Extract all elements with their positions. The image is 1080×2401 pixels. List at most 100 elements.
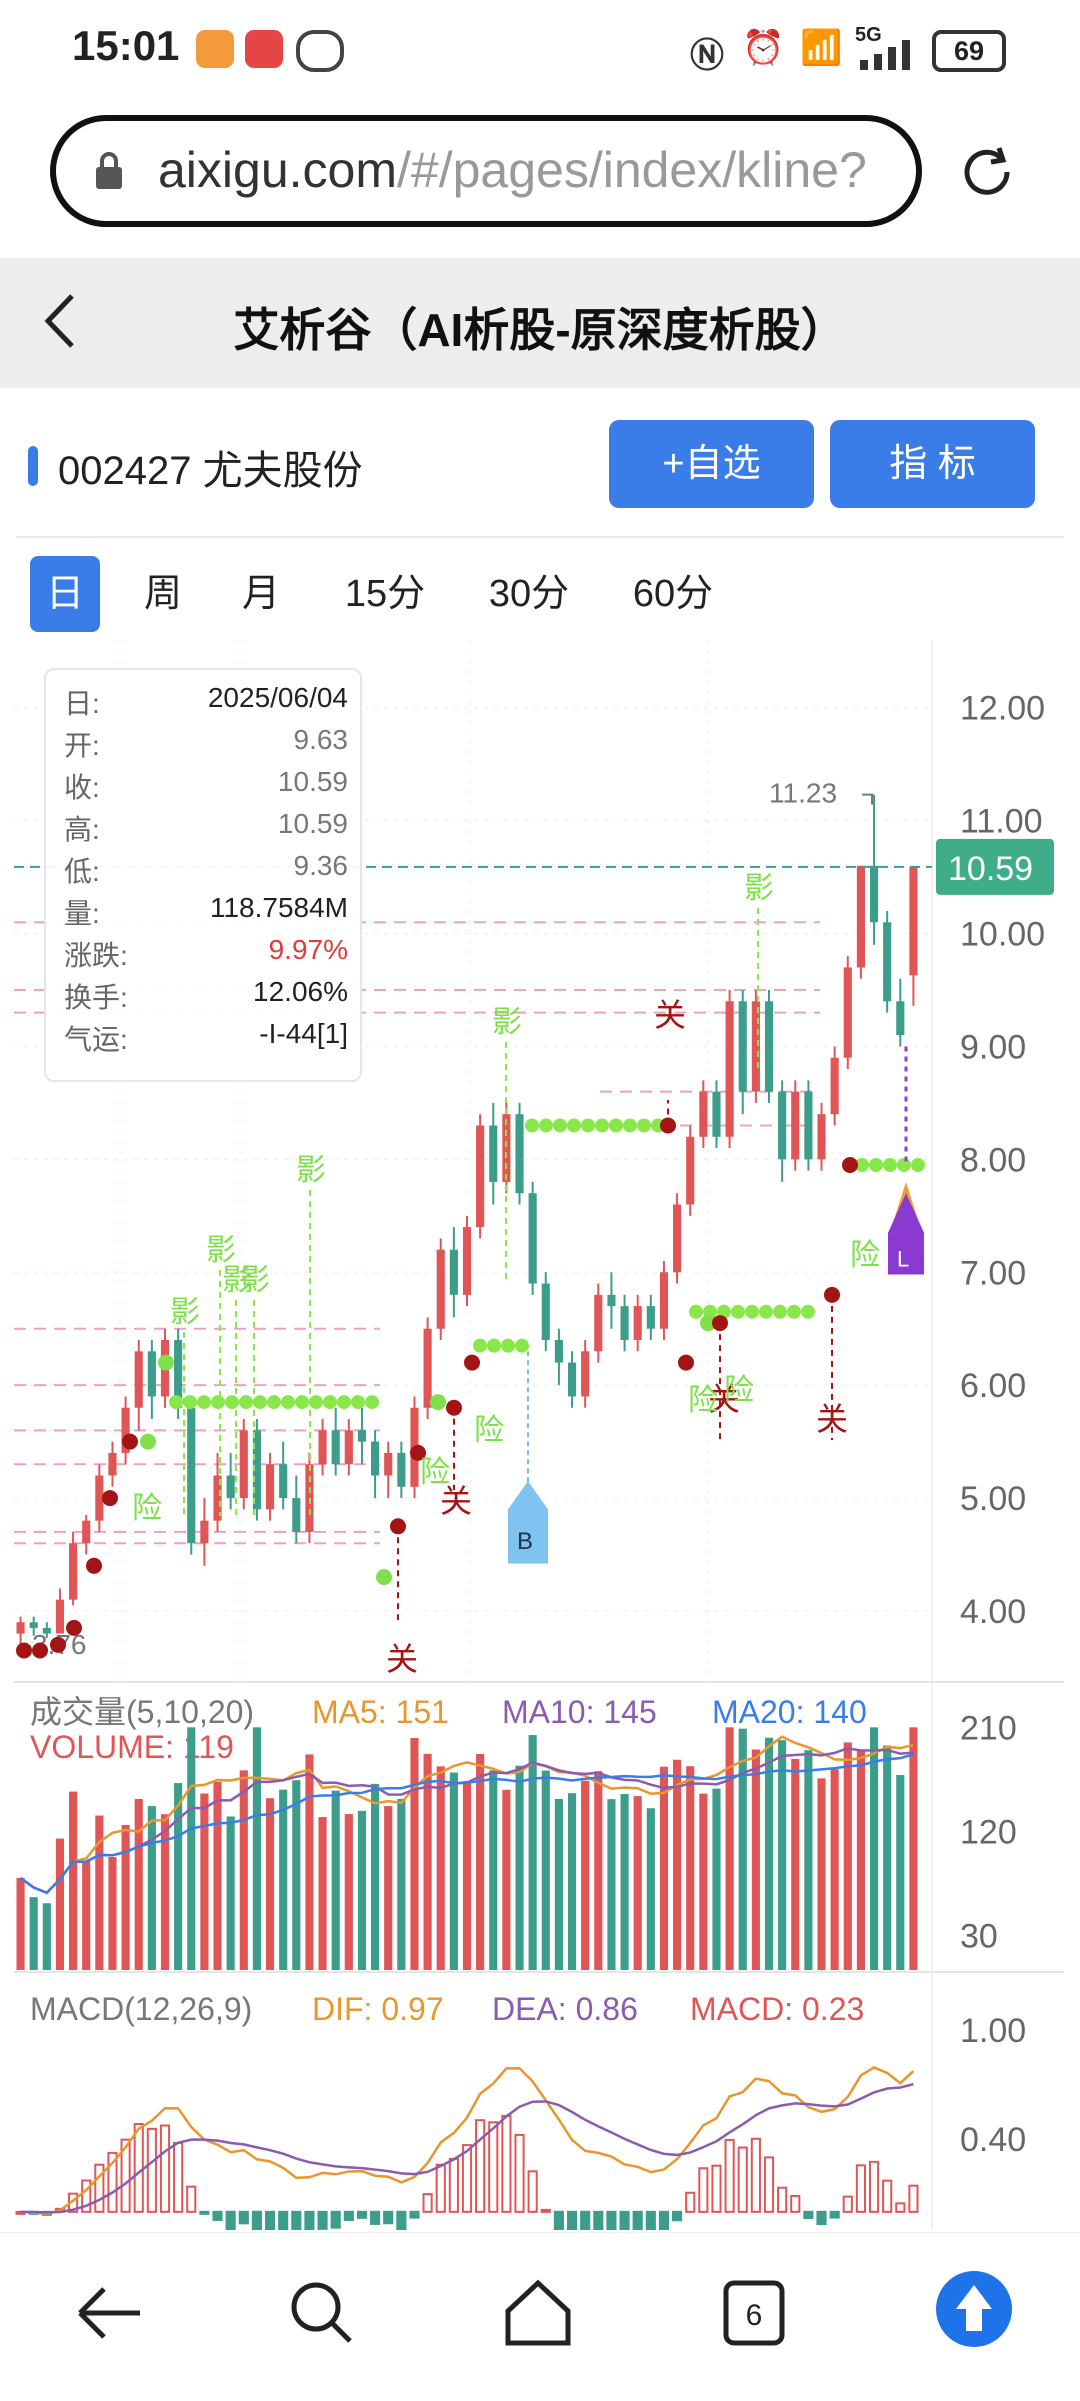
- xian-marker: 险: [420, 1456, 450, 1489]
- info-key: 低:: [64, 856, 100, 887]
- volume-bar: [16, 1877, 25, 1970]
- macd-dea: DEA: 0.86: [492, 1991, 638, 2027]
- candle-body: [673, 1204, 682, 1273]
- signal-dot-green: [473, 1338, 487, 1353]
- candle-body: [581, 1351, 590, 1397]
- volume-bar: [883, 1745, 892, 1970]
- signal-dot-green: [689, 1304, 703, 1319]
- price-tick-label: 6.00: [960, 1367, 1026, 1405]
- tab-60min[interactable]: 60分: [632, 573, 714, 615]
- signal-dot-green: [239, 1395, 253, 1410]
- macd-bar: [619, 2210, 630, 2230]
- xian-marker: 险: [850, 1239, 880, 1272]
- macd-dif: DIF: 0.97: [312, 1991, 444, 2027]
- nav-tabs-icon[interactable]: 6: [714, 2273, 794, 2353]
- tab-month[interactable]: 月: [241, 573, 280, 615]
- candle-body: [265, 1464, 275, 1510]
- volume-bar: [265, 1798, 275, 1970]
- macd-bar: [488, 2121, 499, 2213]
- signal-dot-green: [869, 1158, 883, 1172]
- volume-bar: [147, 1806, 156, 1970]
- volume-bar: [69, 1791, 78, 1970]
- volume-bar: [55, 1838, 65, 1970]
- tab-15min[interactable]: 15分: [344, 573, 426, 615]
- candle-body: [200, 1520, 209, 1544]
- volume-bar: [804, 1750, 813, 1970]
- page-title: 艾析谷（AI析股-原深度析股）: [233, 304, 847, 356]
- nav-search-icon[interactable]: [282, 2273, 362, 2353]
- volume-bar: [581, 1780, 590, 1970]
- macd-bar: [199, 2210, 210, 2215]
- macd-bar: [435, 2163, 446, 2213]
- candle-body: [856, 865, 865, 968]
- nav-scroll-top-icon[interactable]: [932, 2267, 1016, 2351]
- macd-bar: [448, 2157, 459, 2213]
- volume-bar: [554, 1798, 563, 1970]
- candle-info-box: 日: 2025/06/04 开: 9.63 收: 10.59 高: 10.59 低: 9.36 量:…: [44, 668, 362, 1082]
- macd-bar: [540, 2208, 551, 2213]
- info-key: 量:: [64, 898, 100, 929]
- macd-bar: [855, 2164, 866, 2213]
- back-icon[interactable]: [30, 286, 90, 356]
- macd-bar: [750, 2137, 761, 2213]
- macd-bar: [593, 2210, 604, 2230]
- signal-dot-green: [211, 1395, 225, 1410]
- macd-bar: [317, 2210, 328, 2230]
- macd-dea-line: [20, 2082, 914, 2214]
- url-text[interactable]: aixigu.com/#/pages/index/kline?: [158, 142, 867, 198]
- ying-marker: 影: [222, 1264, 252, 1297]
- tab-week[interactable]: 周: [143, 573, 182, 615]
- indicator-button[interactable]: 指 标: [830, 420, 1035, 508]
- ying-marker: 影: [744, 872, 774, 905]
- candle-body: [331, 1430, 340, 1465]
- info-row: 收: 10.59: [64, 766, 348, 808]
- signal-dot-green: [567, 1118, 581, 1133]
- signal-dot-green: [281, 1395, 295, 1410]
- price-tick-label: 10.00: [960, 916, 1045, 954]
- signal-dot-green: [351, 1395, 365, 1410]
- nav-home-icon[interactable]: [498, 2273, 578, 2353]
- add-watchlist-button[interactable]: +自选: [609, 420, 814, 508]
- candle-body: [896, 1001, 905, 1036]
- tab-day[interactable]: 日: [30, 556, 100, 632]
- price-tick-label: 9.00: [960, 1028, 1026, 1066]
- volume-bar: [541, 1770, 550, 1970]
- macd-tick-label: 1.00: [960, 2012, 1026, 2050]
- volume-bar: [252, 1727, 261, 1970]
- address-bar[interactable]: aixigu.com/#/pages/index/kline?: [50, 115, 922, 227]
- volume-bar: [515, 1765, 524, 1970]
- signal-dot-green: [501, 1338, 515, 1353]
- signal-icon: [860, 40, 910, 70]
- macd-bar: [107, 2151, 118, 2213]
- xian-marker: 险: [474, 1414, 504, 1447]
- kline-chart[interactable]: 12.00 11.00 10.00 9.00 8.00 7.00 6.00 5.00 4.00 1…: [0, 640, 1080, 2230]
- tab-30min[interactable]: 30分: [488, 573, 570, 615]
- volume-bar: [384, 1806, 393, 1970]
- macd-bar: [606, 2210, 617, 2230]
- volume-tick-label: 210: [960, 1709, 1017, 1747]
- title-bar: 艾析谷（AI析股-原深度析股）: [0, 258, 1080, 388]
- candle-body: [397, 1452, 406, 1487]
- signal-dot-red: [464, 1354, 480, 1371]
- browser-nav-bar: 6: [0, 2232, 1080, 2401]
- signal-dot-red: [50, 1636, 66, 1653]
- macd-bar: [304, 2210, 315, 2230]
- signal-dot-green: [759, 1304, 773, 1319]
- macd-bar: [658, 2210, 670, 2230]
- candle-body: [95, 1475, 104, 1521]
- volume-bar: [528, 1735, 537, 1970]
- buy-marker-label: B: [517, 1528, 533, 1555]
- info-row: 日: 2025/06/04: [64, 682, 348, 724]
- macd-bar: [225, 2210, 236, 2230]
- reload-icon[interactable]: [955, 140, 1019, 204]
- price-tick-label: 7.00: [960, 1254, 1026, 1292]
- candle-body: [16, 1622, 25, 1634]
- volume-bar: [869, 1727, 879, 1970]
- signal-dot-green: [376, 1569, 392, 1586]
- macd-bar: [120, 2138, 131, 2213]
- macd-bar: [514, 2133, 525, 2213]
- volume-bar: [95, 1815, 104, 1970]
- signal-dot-red: [86, 1557, 102, 1574]
- macd-bar: [81, 2179, 92, 2213]
- nav-back-icon[interactable]: [70, 2273, 150, 2353]
